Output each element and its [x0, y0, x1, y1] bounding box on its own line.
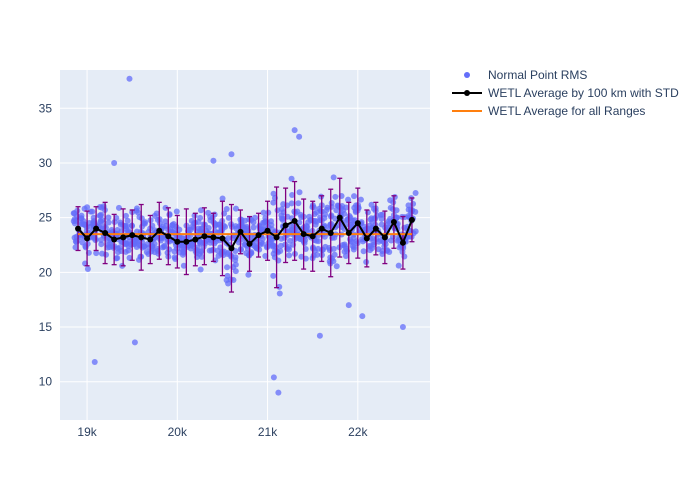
chart-container: 19k 20k 21k 22k 10 15 20 25 30 35 Normal Point RMS…: [0, 0, 700, 500]
y-tick-label: 25: [39, 211, 53, 225]
legend-label: Normal Point RMS: [488, 68, 587, 82]
y-tick-label: 35: [39, 101, 53, 115]
x-tick-label: 20k: [168, 425, 188, 439]
legend-label: WETL Average by 100 km with STD: [488, 86, 679, 100]
y-tick-label: 20: [39, 265, 53, 279]
x-tick-label: 22k: [348, 425, 368, 439]
x-tick-label: 21k: [258, 425, 278, 439]
x-tick-label: 19k: [77, 425, 97, 439]
chart-svg: 19k 20k 21k 22k 10 15 20 25 30 35 Normal Point RMS…: [0, 0, 700, 500]
y-tick-label: 15: [39, 320, 53, 334]
legend-swatch-marker: [464, 90, 470, 96]
legend-label: WETL Average for all Ranges: [488, 104, 645, 118]
y-tick-label: 10: [39, 375, 53, 389]
y-tick-label: 30: [39, 156, 53, 170]
legend-swatch-scatter: [464, 72, 470, 78]
